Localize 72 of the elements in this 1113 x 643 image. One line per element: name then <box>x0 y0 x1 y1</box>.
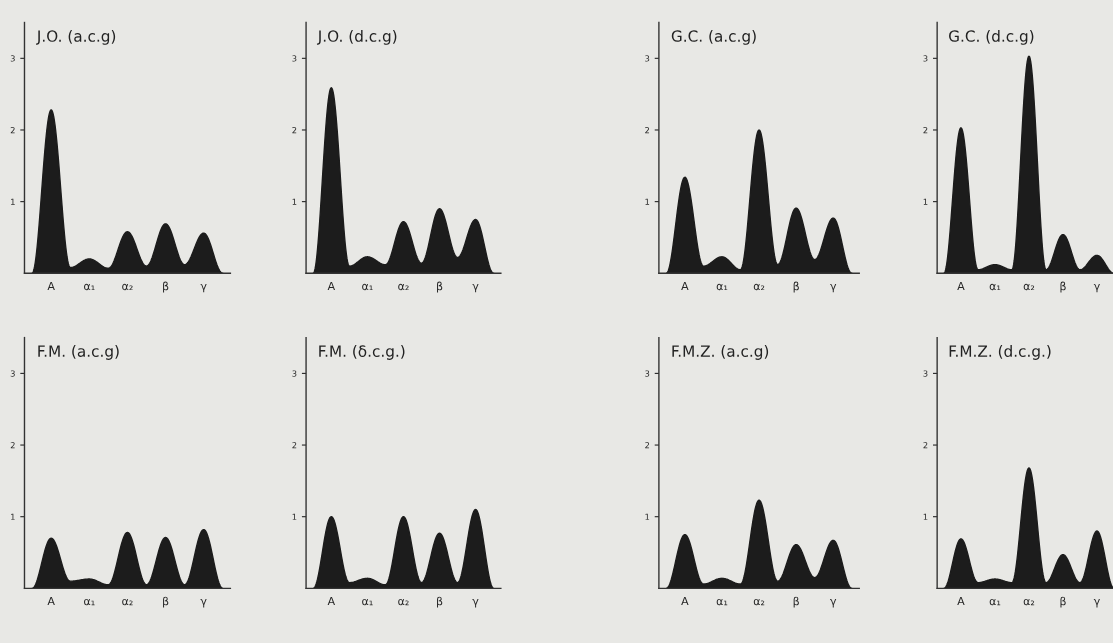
y-tick-label: 2 <box>10 126 15 134</box>
x-tick-label: α₁ <box>362 598 373 606</box>
x-tick-label: α₁ <box>989 283 1001 291</box>
y-tick-label: 2 <box>292 442 297 449</box>
y-tick-label: 1 <box>292 198 297 205</box>
y-tick-label: 3 <box>10 55 15 62</box>
x-tick-label: α₂ <box>398 598 409 606</box>
y-tick-label: 2 <box>10 442 15 449</box>
x-tick-label: α₂ <box>1023 598 1035 606</box>
x-tick-label: β <box>793 596 799 608</box>
x-tick-label: α₁ <box>989 598 1001 606</box>
x-tick-label: β <box>163 281 169 293</box>
y-tick-label: 2 <box>645 442 650 449</box>
y-tick-label: 3 <box>923 55 928 62</box>
y-tick-label: 3 <box>10 370 15 377</box>
x-tick-label: γ <box>472 283 479 293</box>
x-tick-label: A <box>47 281 55 291</box>
y-tick-label: 2 <box>645 126 650 134</box>
x-tick-label: α₂ <box>753 598 765 606</box>
x-tick-label: A <box>681 281 689 291</box>
x-tick-label: A <box>681 597 689 606</box>
y-tick-label: 1 <box>645 513 650 520</box>
x-tick-label: α₁ <box>362 283 373 291</box>
x-tick-label: β <box>437 596 443 608</box>
chart-title: F.M.Z. (a.c.g) <box>672 345 769 360</box>
y-tick-label: 1 <box>11 513 15 520</box>
chart-title: J.O. (d.c.g) <box>316 30 397 45</box>
y-tick-label: 1 <box>645 198 650 205</box>
x-tick-label: γ <box>200 599 207 608</box>
x-tick-label: A <box>957 597 965 606</box>
x-tick-label: γ <box>1093 283 1100 293</box>
chart-title: F.M.Z. (d.c.g.) <box>949 345 1051 360</box>
x-tick-label: α₂ <box>122 598 133 606</box>
x-tick-label: γ <box>472 599 479 608</box>
chart-title: F.M. (δ.c.g.) <box>319 345 405 360</box>
x-tick-label: α₂ <box>1023 283 1035 291</box>
chart-title: F.M. (a.c.g) <box>38 345 119 360</box>
chart-title: J.O. (a.c.g) <box>36 30 116 45</box>
x-tick-label: A <box>957 281 965 291</box>
y-tick-label: 1 <box>11 198 15 205</box>
y-tick-label: 2 <box>923 126 928 134</box>
x-tick-label: β <box>163 596 169 608</box>
x-tick-label: α₁ <box>716 283 728 291</box>
y-tick-label: 3 <box>645 370 650 377</box>
y-tick-label: 1 <box>923 198 928 205</box>
x-tick-label: A <box>47 597 55 606</box>
x-tick-label: α₂ <box>398 283 409 291</box>
x-tick-label: α₁ <box>716 598 728 606</box>
y-tick-label: 1 <box>923 513 928 520</box>
y-tick-label: 3 <box>292 55 297 62</box>
x-tick-label: γ <box>830 599 837 608</box>
y-tick-label: 3 <box>923 370 928 377</box>
chart-title: G.C. (d.c.g) <box>949 30 1034 45</box>
x-tick-label: A <box>327 281 336 291</box>
x-tick-label: A <box>327 597 336 606</box>
x-tick-label: γ <box>200 283 207 293</box>
chart-title: G.C. (a.c.g) <box>671 30 756 45</box>
x-tick-label: α₂ <box>122 283 133 291</box>
x-tick-label: α₂ <box>753 283 765 291</box>
y-tick-label: 1 <box>292 513 297 520</box>
x-tick-label: α₁ <box>84 598 95 606</box>
x-tick-label: β <box>1060 281 1066 293</box>
x-tick-label: α₁ <box>84 283 95 291</box>
y-tick-label: 2 <box>923 442 928 449</box>
x-tick-label: β <box>437 281 443 293</box>
y-tick-label: 2 <box>292 126 297 134</box>
y-tick-label: 3 <box>645 55 650 62</box>
x-tick-label: β <box>793 281 799 293</box>
y-tick-label: 3 <box>292 370 297 377</box>
x-tick-label: γ <box>1093 599 1100 608</box>
x-tick-label: γ <box>830 283 837 293</box>
x-tick-label: β <box>1060 596 1066 608</box>
